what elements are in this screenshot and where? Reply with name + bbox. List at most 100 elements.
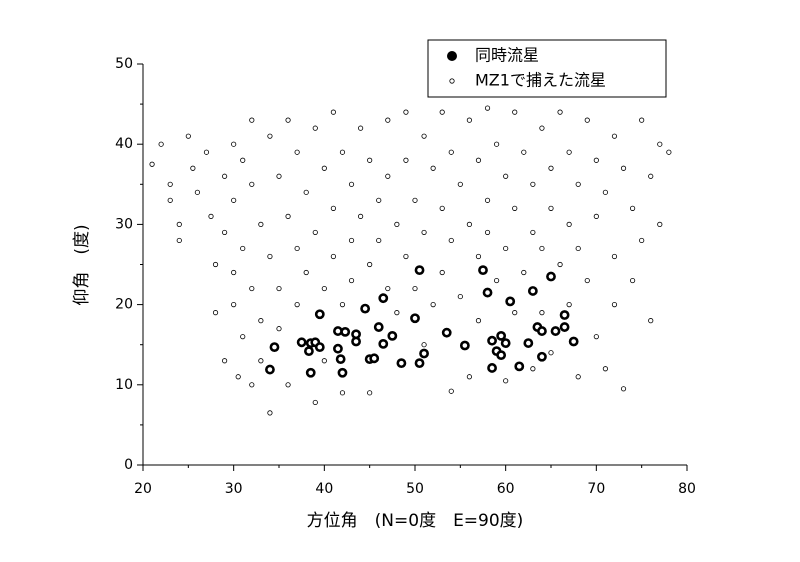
x-tick-label: 50 <box>406 481 424 497</box>
point <box>357 125 364 131</box>
point <box>539 245 545 252</box>
point <box>657 221 663 227</box>
point <box>666 149 672 155</box>
y-tick-label: 40 <box>115 136 133 152</box>
point <box>294 149 300 155</box>
point <box>466 221 472 227</box>
point <box>448 149 454 155</box>
point <box>167 197 173 203</box>
point <box>537 326 547 336</box>
point <box>557 261 563 268</box>
point <box>421 133 427 139</box>
point <box>496 330 507 341</box>
point <box>512 205 518 211</box>
point <box>611 301 618 308</box>
point <box>523 338 534 348</box>
point <box>620 165 627 171</box>
point <box>369 353 380 364</box>
point <box>235 374 241 380</box>
x-axis-label: 方位角 (N=0度 E=90度) <box>307 511 524 531</box>
point <box>459 340 470 351</box>
point <box>584 277 590 284</box>
point <box>249 181 255 187</box>
point <box>312 125 318 131</box>
point <box>521 269 527 276</box>
point <box>657 141 663 147</box>
point <box>439 109 445 115</box>
point <box>312 399 318 406</box>
point <box>303 189 309 195</box>
point <box>575 181 581 187</box>
point <box>185 133 191 139</box>
point <box>439 205 445 211</box>
point <box>149 161 155 167</box>
point <box>373 322 384 332</box>
point <box>611 253 618 260</box>
point <box>212 261 219 268</box>
point <box>222 229 228 236</box>
point <box>602 366 609 372</box>
point <box>593 334 599 340</box>
point <box>441 327 452 338</box>
point <box>294 301 300 308</box>
legend-box <box>427 39 667 98</box>
x-tick-label: 20 <box>134 481 152 497</box>
point <box>419 348 429 359</box>
x-tick-label: 80 <box>678 481 696 497</box>
point <box>285 213 291 219</box>
point <box>457 181 463 187</box>
point <box>430 165 436 171</box>
point <box>611 133 618 139</box>
point <box>222 358 228 364</box>
point <box>240 245 246 252</box>
point <box>475 157 482 163</box>
point <box>276 326 282 332</box>
point <box>530 181 536 187</box>
point <box>559 310 570 320</box>
point <box>158 141 164 147</box>
point <box>410 313 420 324</box>
y-tick-label: 10 <box>115 377 133 393</box>
point <box>487 335 497 346</box>
point <box>512 109 518 115</box>
point <box>629 277 636 284</box>
point <box>296 337 307 348</box>
point <box>249 117 255 123</box>
point <box>466 374 472 380</box>
point <box>548 350 554 356</box>
point <box>231 141 237 147</box>
point <box>548 205 554 211</box>
point <box>566 221 572 227</box>
point <box>575 245 581 252</box>
point <box>335 354 346 365</box>
point <box>566 301 572 308</box>
point <box>258 221 264 227</box>
point <box>448 237 454 244</box>
point <box>421 342 427 348</box>
point <box>222 173 228 179</box>
point <box>539 125 545 131</box>
point <box>487 363 497 373</box>
point <box>348 237 355 244</box>
point <box>478 265 488 276</box>
point <box>385 173 391 179</box>
point <box>475 318 482 324</box>
point <box>514 361 525 372</box>
legend-marker <box>449 78 455 84</box>
point <box>340 326 351 337</box>
point <box>385 117 391 123</box>
point <box>412 285 418 292</box>
point <box>593 213 599 219</box>
point <box>321 285 327 292</box>
point <box>367 261 373 268</box>
point <box>305 367 316 378</box>
point <box>357 213 364 219</box>
point <box>575 374 581 380</box>
point <box>387 330 398 341</box>
point <box>376 237 382 244</box>
point <box>231 269 237 276</box>
point <box>584 117 590 123</box>
point <box>385 285 391 292</box>
